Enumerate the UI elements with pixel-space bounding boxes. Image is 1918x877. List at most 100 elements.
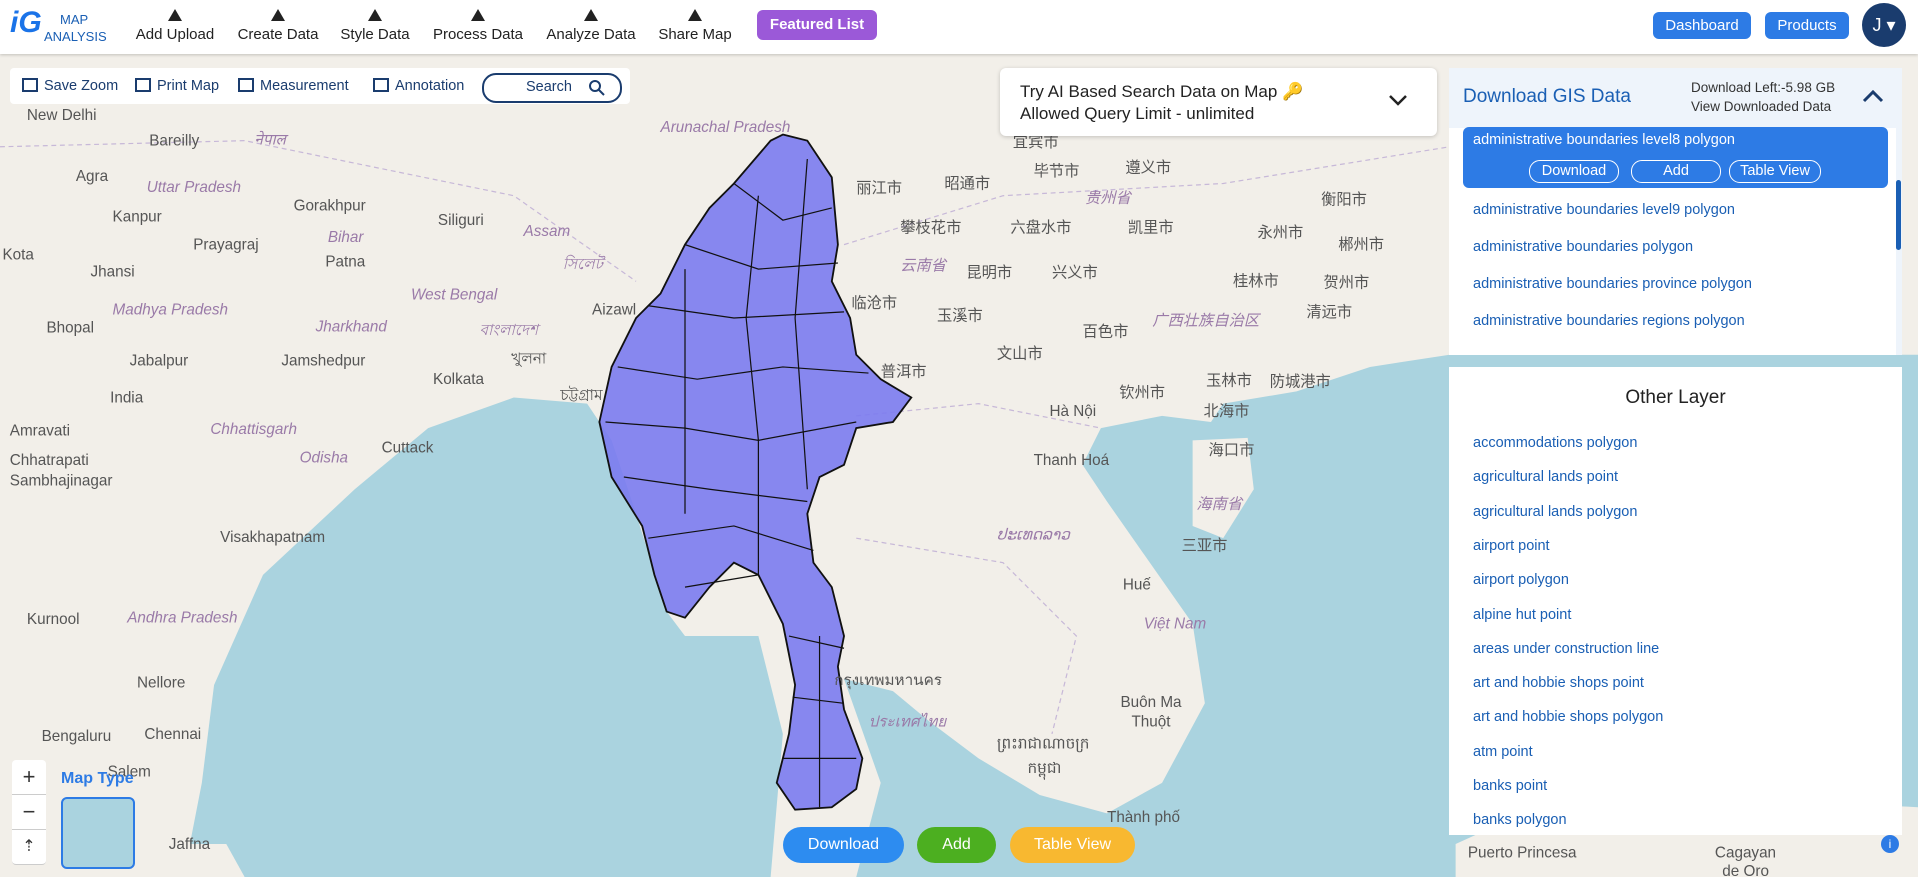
bottom-action[interactable]: Table View	[1010, 827, 1135, 863]
nav-label: Analyze Data	[546, 26, 636, 43]
layer-action[interactable]: Add	[1631, 160, 1721, 183]
map-label: Aizawl	[592, 301, 636, 318]
tool-button[interactable]: Measurement	[238, 78, 349, 94]
layer-action[interactable]: Table View	[1729, 160, 1821, 183]
other-layer[interactable]: agricultural lands polygon	[1473, 503, 1638, 520]
map-label: Kota	[2, 246, 34, 263]
tool-label: Annotation	[395, 78, 465, 94]
other-layer[interactable]: airport point	[1473, 537, 1550, 554]
nav-item[interactable]: Share Map	[635, 6, 755, 43]
gis-layer[interactable]: administrative boundaries regions polygo…	[1473, 313, 1745, 329]
map-label: Jamshedpur	[281, 353, 365, 370]
chevron-up[interactable]	[1862, 88, 1884, 104]
map-label: 永州市	[1257, 224, 1303, 241]
tool-icon	[373, 78, 389, 92]
reset-north[interactable]: ⇡	[12, 830, 46, 865]
other-layer[interactable]: art and hobbie shops polygon	[1473, 709, 1664, 726]
map-label: চট্টগ্রাম	[559, 386, 603, 404]
map-label: Huế	[1123, 577, 1152, 594]
map-label: 凯里市	[1128, 219, 1174, 236]
products-button[interactable]: Products	[1765, 12, 1849, 39]
other-layer[interactable]: accommodations polygon	[1473, 435, 1638, 451]
map-label: 贺州市	[1324, 274, 1370, 291]
layer-action[interactable]: Download	[1529, 160, 1619, 183]
other-layer[interactable]: alpine hut point	[1473, 606, 1572, 623]
other-layer[interactable]: atm point	[1473, 743, 1533, 760]
other-layer[interactable]: banks point	[1473, 778, 1548, 794]
map-label: Gorakhpur	[294, 197, 366, 214]
avatar[interactable]: J ▾	[1862, 3, 1906, 47]
map-label: 宜宾市	[1013, 134, 1059, 151]
featured-list[interactable]: Featured List	[757, 10, 877, 40]
map-label: Puerto Princesa	[1468, 844, 1577, 861]
hainan	[1192, 437, 1254, 539]
nav-item[interactable]: Process Data	[418, 6, 538, 43]
map-type-label: Map Type	[61, 770, 134, 787]
map-label: 六盘水市	[1010, 218, 1071, 236]
map-label: Jabalpur	[130, 353, 189, 370]
key-icon: 🔑	[1282, 82, 1304, 101]
zoom-in[interactable]: +	[12, 760, 46, 795]
tool-button[interactable]: Print Map	[135, 78, 219, 94]
map-label: 文山市	[997, 345, 1043, 362]
dashboard-button[interactable]: Dashboard	[1653, 12, 1751, 39]
gis-layer[interactable]: administrative boundaries polygon	[1473, 239, 1694, 255]
other-layer[interactable]: agricultural lands point	[1473, 469, 1619, 486]
map-label: ព្រះរាជាណាចក្រ	[997, 736, 1090, 753]
map-label: ประเทศไทย	[868, 713, 947, 731]
map-label: 云南省	[900, 257, 948, 274]
chevron-down	[1389, 95, 1407, 106]
nav-item[interactable]: Analyze Data	[531, 6, 651, 43]
map-label: ປະເທດລາວ	[997, 526, 1071, 543]
map-label: West Bengal	[411, 287, 498, 304]
map-label: New Delhi	[27, 107, 97, 124]
other-layer[interactable]: banks polygon	[1473, 812, 1567, 829]
ai-search-limit: Allowed Query Limit - unlimited	[1020, 104, 1255, 123]
other-layer[interactable]: areas under construction line	[1473, 640, 1660, 657]
map-label: Odisha	[300, 449, 348, 466]
bottom-action[interactable]: Add	[917, 827, 996, 863]
map-label: সিলেট	[563, 254, 606, 273]
tool-button[interactable]: Annotation	[373, 78, 464, 94]
map-label: 玉溪市	[937, 307, 983, 324]
nav-item[interactable]: Add Upload	[115, 6, 235, 43]
map-label: Nellore	[137, 674, 185, 691]
myanmar-boundaries	[598, 133, 913, 811]
zoom-out[interactable]: −	[12, 795, 46, 830]
tool-icon	[22, 78, 38, 92]
map-label: Việt Nam	[1144, 616, 1207, 633]
map-label: Hà Nội	[1050, 403, 1097, 420]
gis-layer[interactable]: administrative boundaries level8 polygon	[1473, 132, 1735, 148]
map-type-thumbnail[interactable]	[61, 797, 135, 869]
map-label: กรุงเทพมหานคร	[834, 672, 942, 690]
map-label: 百色市	[1083, 323, 1129, 340]
nav-icon	[688, 9, 702, 21]
info-button[interactable]: i	[1881, 835, 1899, 853]
avatar-letter: J	[1872, 15, 1882, 35]
logo-text: ANALYSIS	[44, 29, 107, 44]
map-label: 钦州市	[1119, 385, 1165, 402]
map-label: Buôn Ma	[1120, 694, 1182, 711]
map-label: 攀枝花市	[900, 219, 961, 236]
logo-mark[interactable]: iG	[10, 6, 42, 39]
map-label: Cuttack	[382, 440, 434, 457]
map-label: খুলনা	[511, 350, 547, 367]
nav-label: Share Map	[658, 26, 732, 43]
map-label: 清远市	[1306, 304, 1352, 321]
map-label: 海口市	[1209, 442, 1255, 459]
other-layer-title: Other Layer	[1625, 387, 1726, 408]
nav-item[interactable]: Style Data	[315, 6, 435, 43]
map-label: नेपाल	[254, 130, 288, 148]
map-label: Bareilly	[149, 133, 199, 150]
gis-layer[interactable]: administrative boundaries level9 polygon	[1473, 202, 1735, 218]
bottom-action[interactable]: Download	[783, 827, 904, 863]
tool-button[interactable]: Save Zoom	[22, 78, 118, 94]
nav-item[interactable]: Create Data	[218, 6, 338, 43]
gis-layer[interactable]: administrative boundaries province polyg…	[1473, 276, 1752, 292]
tool-label: Save Zoom	[44, 78, 119, 94]
ai-search[interactable]: Try AI Based Search Data on Map 🔑 Allowe…	[1000, 68, 1437, 136]
view-downloaded[interactable]: View Downloaded Data	[1691, 99, 1832, 114]
search-box[interactable]: Search	[482, 73, 622, 103]
other-layer[interactable]: art and hobbie shops point	[1473, 675, 1644, 692]
other-layer[interactable]: airport polygon	[1473, 572, 1569, 589]
